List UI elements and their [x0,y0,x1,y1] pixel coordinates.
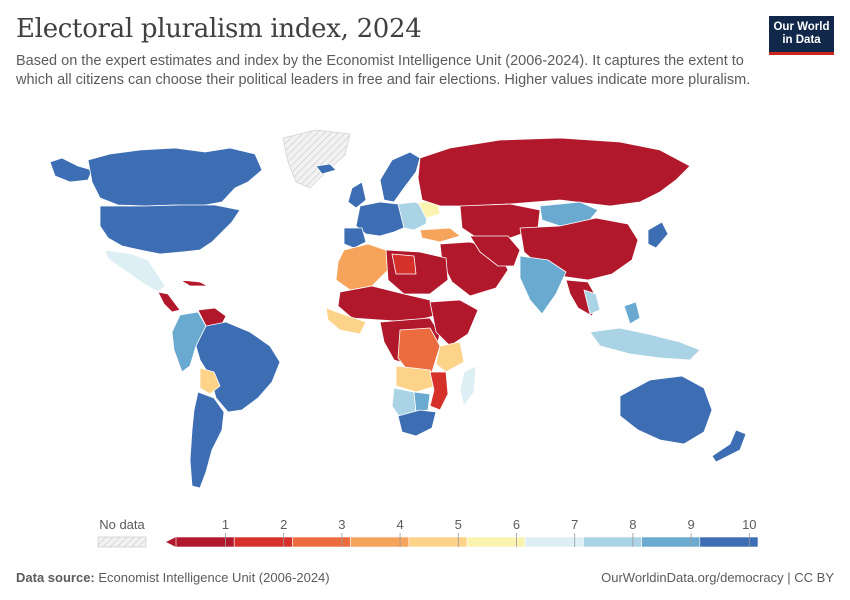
alaska[interactable] [49,157,93,183]
iran[interactable] [469,235,521,267]
legend-tick-label: 8 [629,517,636,532]
legend-tick-label: 4 [396,517,403,532]
legend-tick-label: 3 [338,517,345,532]
eastern-europe[interactable] [397,201,429,231]
chart-title: Electoral pluralism index, 2024 [16,14,422,44]
central-america[interactable] [157,291,181,313]
legend-tick-label: 5 [455,517,462,532]
india[interactable] [519,255,567,315]
north-africa-west[interactable] [335,243,389,291]
botswana[interactable] [413,391,431,413]
brazil[interactable] [195,321,281,413]
thailand[interactable] [583,289,601,315]
legend-tick-label: 2 [280,517,287,532]
canada[interactable] [87,147,263,207]
legend-no-data-label: No data [99,517,145,532]
color-legend: No data 1 2 3 4 5 6 7 8 9 10 [97,517,759,548]
uk-ireland[interactable] [347,181,367,209]
source-text[interactable]: Economist Intelligence Unit (2006-2024) [98,570,330,585]
japan[interactable] [647,221,669,249]
bolivia[interactable] [199,367,221,395]
turkey[interactable] [419,227,461,243]
legend-tick-label: 6 [513,517,520,532]
legend-tick-label: 10 [742,517,756,532]
madagascar[interactable] [459,365,477,407]
colombia-peru[interactable] [171,311,207,373]
indonesia[interactable] [589,327,701,361]
owid-logo[interactable]: Our World in Data [769,16,834,55]
legend-tick-label: 7 [571,517,578,532]
south-africa[interactable] [397,409,437,437]
greenland[interactable] [282,129,351,189]
new-zealand[interactable] [711,429,747,463]
russia[interactable] [417,137,691,207]
libya[interactable] [391,253,417,275]
legend-low-arrow [166,537,176,547]
legend-tick-label: 9 [687,517,694,532]
legend-tick-label: 1 [222,517,229,532]
iberia[interactable] [343,227,367,249]
legend-bin-10[interactable] [699,536,759,548]
cuba[interactable] [179,279,209,287]
west-africa[interactable] [325,307,367,335]
footer-url[interactable]: OurWorldinData.org/democracy | CC BY [601,570,834,585]
angola-zambia[interactable] [395,365,437,393]
world-map [49,129,747,489]
data-source: Data source: Economist Intelligence Unit… [16,570,330,585]
legend-no-data-swatch[interactable] [97,536,147,548]
scandinavia[interactable] [379,151,421,203]
australia[interactable] [619,375,713,445]
united-states[interactable] [99,204,241,255]
chart-subtitle: Based on the expert estimates and index … [16,53,751,88]
mozambique[interactable] [429,371,449,411]
kenya-tanzania[interactable] [435,341,465,373]
east-africa[interactable] [429,299,479,347]
iceland[interactable] [315,163,337,175]
logo-line-2: in Data [782,34,821,46]
philippines[interactable] [623,301,641,325]
source-label: Data source: [16,570,95,585]
logo-line-1: Our World [773,21,830,33]
mexico[interactable] [104,249,166,293]
argentina-chile[interactable] [189,391,225,489]
